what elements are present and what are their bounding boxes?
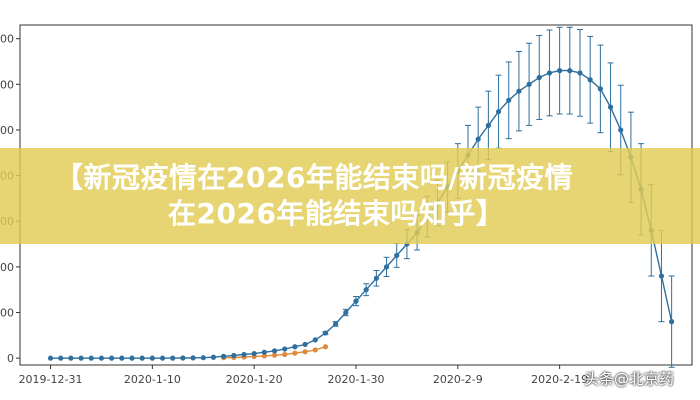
x-tick-label: 2019-12-31 (19, 373, 83, 386)
data-point (109, 355, 115, 361)
data-point (78, 355, 84, 361)
data-point (353, 298, 359, 304)
data-point (282, 346, 288, 352)
data-point (536, 74, 542, 81)
data-point (47, 355, 54, 361)
data-point (149, 355, 155, 361)
data-point (271, 352, 278, 358)
data-point (282, 351, 288, 358)
data-point (292, 350, 298, 356)
data-point (577, 70, 583, 76)
watermark-text: 头条@北京药 (584, 370, 675, 388)
data-point (516, 88, 522, 94)
data-point (373, 275, 379, 281)
y-tick-label: 10000 (0, 307, 14, 320)
data-point (658, 273, 665, 279)
data-point (394, 252, 400, 259)
data-point (221, 353, 227, 359)
data-point (312, 347, 318, 353)
data-point (495, 109, 502, 115)
banner-line-1: 【新冠疫情在2026年能结束吗/新冠疫情 (55, 161, 574, 194)
data-point (98, 355, 105, 361)
data-point (322, 330, 329, 336)
data-point (170, 355, 176, 361)
y-tick-label: 60000 (0, 78, 14, 91)
x-axis-ticks: 2019-12-31 2020-1-10 2020-1-20 2020-1-30 202… (19, 365, 588, 386)
data-point (251, 350, 257, 357)
data-point (58, 355, 64, 361)
data-point (618, 127, 624, 133)
data-point (526, 81, 532, 87)
data-point (190, 355, 196, 361)
data-point (68, 355, 74, 361)
title-banner: 【新冠疫情在2026年能结束吗/新冠疫情 在2026年能结束吗知乎】 (0, 148, 700, 244)
data-point (180, 355, 186, 361)
data-point (159, 355, 166, 361)
data-point (139, 355, 145, 361)
data-point (241, 351, 247, 358)
data-point (669, 319, 675, 325)
data-point (322, 344, 329, 350)
data-point (200, 355, 206, 361)
data-point (119, 355, 125, 361)
y-tick-label: 20000 (0, 261, 14, 274)
data-point (506, 97, 512, 103)
x-tick-label: 2020-1-20 (226, 373, 283, 386)
data-point (210, 354, 217, 360)
x-tick-label: 2020-1-10 (124, 373, 181, 386)
data-point (292, 344, 298, 350)
data-point (343, 309, 349, 316)
banner-line-2: 在2026年能结束吗知乎】 (168, 197, 505, 230)
y-tick-label: 70000 (0, 33, 14, 46)
data-point (333, 321, 339, 327)
data-point (475, 136, 481, 142)
data-point (261, 349, 267, 355)
data-point (485, 122, 491, 129)
data-point (261, 353, 267, 359)
data-point (567, 68, 573, 74)
data-point (607, 104, 614, 110)
data-point (587, 77, 593, 83)
data-point (557, 68, 563, 74)
x-tick-label: 2020-2-9 (433, 373, 483, 386)
y-tick-label: 0 (7, 352, 14, 365)
x-tick-label: 2020-2-19 (531, 373, 588, 386)
data-point (129, 355, 135, 361)
x-tick-label: 2020-1-30 (328, 373, 385, 386)
data-point (88, 355, 94, 361)
data-point (271, 348, 278, 354)
data-point (302, 341, 308, 348)
y-tick-label: 50000 (0, 124, 14, 137)
data-point (383, 264, 390, 270)
data-point (231, 352, 237, 359)
data-point (597, 86, 603, 92)
data-point (546, 70, 553, 76)
banner-title[interactable]: 【新冠疫情在2026年能结束吗/新冠疫情 在2026年能结束吗知乎】 (55, 160, 685, 232)
data-point (302, 349, 308, 355)
data-point (312, 337, 318, 343)
data-point (363, 287, 369, 293)
